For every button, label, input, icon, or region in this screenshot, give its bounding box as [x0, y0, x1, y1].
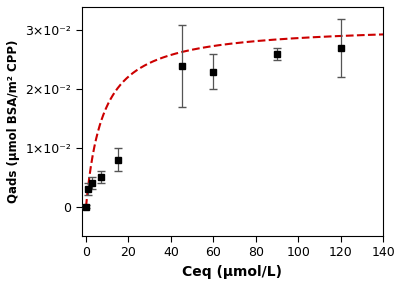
Y-axis label: Qads (μmol BSA/m² CPP): Qads (μmol BSA/m² CPP) — [7, 40, 20, 203]
X-axis label: Ceq (μmol/L): Ceq (μmol/L) — [182, 265, 282, 279]
